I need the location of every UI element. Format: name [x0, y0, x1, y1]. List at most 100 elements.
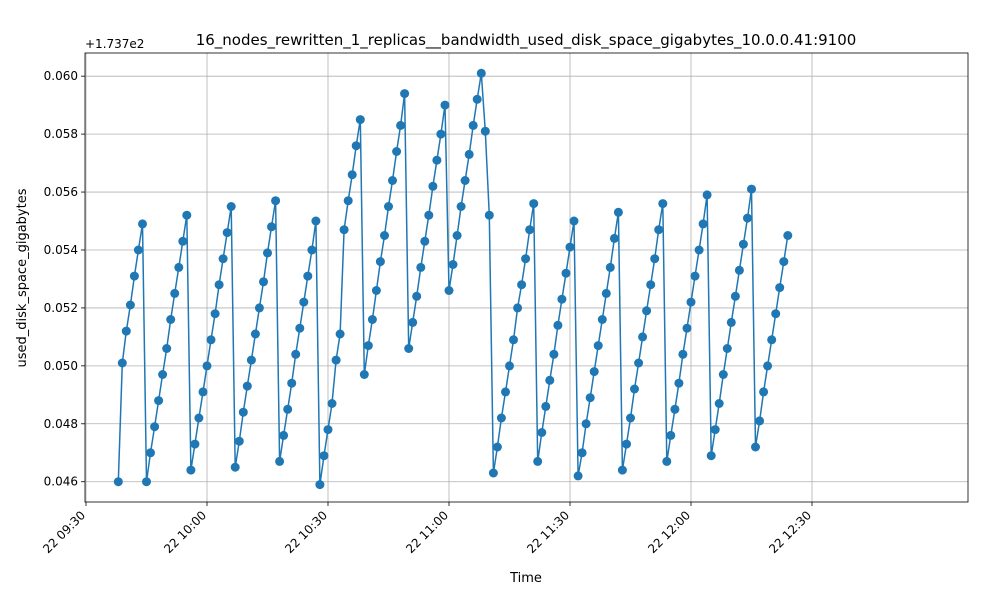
data-point: [476, 68, 486, 78]
data-point: [138, 219, 147, 229]
data-point: [573, 471, 583, 481]
data-point: [343, 196, 353, 206]
data-point: [259, 277, 268, 287]
data-point: [355, 115, 365, 125]
data-point: [416, 262, 426, 272]
y-tick-label: 0.052: [44, 301, 78, 315]
data-point: [311, 216, 321, 226]
data-point: [726, 317, 736, 327]
data-point: [767, 335, 777, 345]
data-point: [501, 387, 510, 397]
data-point: [496, 413, 506, 423]
data-point: [166, 315, 176, 324]
data-point: [650, 254, 660, 264]
data-point: [682, 323, 692, 333]
data-point: [440, 100, 450, 110]
data-point: [303, 271, 313, 281]
data-point: [384, 202, 393, 211]
data-point: [569, 216, 579, 226]
data-point: [392, 147, 402, 156]
data-point: [718, 370, 728, 379]
data-point: [202, 361, 212, 371]
data-point: [557, 294, 567, 304]
data-point: [206, 335, 216, 345]
data-point: [162, 344, 172, 353]
x-axis-label: Time: [509, 571, 542, 586]
data-point: [448, 260, 458, 269]
data-point: [335, 329, 345, 339]
data-point: [654, 225, 664, 235]
data-point: [222, 228, 232, 238]
data-point: [375, 257, 385, 267]
data-point: [283, 404, 293, 414]
data-point: [488, 468, 498, 478]
data-point: [339, 225, 349, 235]
series-line: [117, 73, 789, 485]
data-point: [129, 271, 139, 281]
data-point: [722, 344, 732, 353]
data-point: [323, 425, 333, 435]
data-points: [113, 68, 793, 490]
data-point: [581, 419, 591, 429]
data-point: [492, 442, 502, 452]
data-point: [601, 288, 611, 298]
data-point: [694, 245, 704, 255]
data-point: [133, 245, 143, 255]
data-point: [315, 480, 325, 490]
data-point: [400, 89, 410, 99]
data-point: [307, 245, 317, 255]
data-point: [561, 268, 571, 278]
data-point: [371, 286, 381, 295]
data-point: [674, 378, 684, 388]
data-point: [182, 210, 192, 220]
x-tick-label: 22 12:00: [645, 508, 693, 556]
data-point: [779, 257, 789, 267]
data-point: [525, 225, 535, 235]
data-point: [565, 242, 575, 252]
plot-frame: [84, 52, 969, 503]
y-axis-label: used_disk_space_gigabytes: [15, 188, 30, 367]
grid: [85, 53, 968, 502]
x-tick-label: 22 10:00: [161, 508, 209, 556]
data-point: [658, 199, 668, 209]
data-point: [537, 428, 547, 437]
data-point: [545, 375, 555, 385]
data-point: [589, 367, 599, 377]
data-point: [295, 323, 305, 333]
data-point: [464, 149, 474, 159]
data-point: [444, 286, 454, 295]
data-point: [186, 465, 196, 475]
chart-title: 16_nodes_rewritten_1_replicas__bandwidth…: [196, 31, 857, 50]
data-point: [634, 358, 644, 368]
data-point: [351, 141, 361, 151]
data-point: [714, 399, 724, 408]
data-point: [263, 248, 272, 258]
data-point: [359, 370, 369, 379]
data-point: [751, 442, 760, 452]
data-point: [279, 430, 289, 440]
data-point: [218, 254, 228, 264]
data-point: [484, 210, 494, 220]
y-tick-label: 0.054: [44, 243, 78, 257]
data-point: [617, 465, 627, 475]
data-point: [408, 317, 418, 327]
data-point: [509, 335, 518, 345]
data-point: [113, 477, 123, 487]
data-point: [428, 181, 438, 191]
data-point: [363, 341, 373, 351]
y-tick-label: 0.056: [44, 185, 78, 199]
data-point: [380, 231, 389, 240]
data-point: [432, 155, 442, 165]
data-point: [319, 451, 329, 461]
data-point: [549, 349, 559, 359]
data-point: [198, 387, 208, 397]
data-point: [142, 477, 151, 487]
data-point: [630, 384, 639, 394]
data-point: [404, 344, 414, 353]
data-point: [763, 361, 773, 371]
data-point: [783, 231, 793, 240]
y-tick-label: 0.050: [44, 359, 78, 373]
data-point: [666, 430, 676, 440]
data-point: [521, 254, 531, 264]
data-point: [646, 280, 656, 290]
